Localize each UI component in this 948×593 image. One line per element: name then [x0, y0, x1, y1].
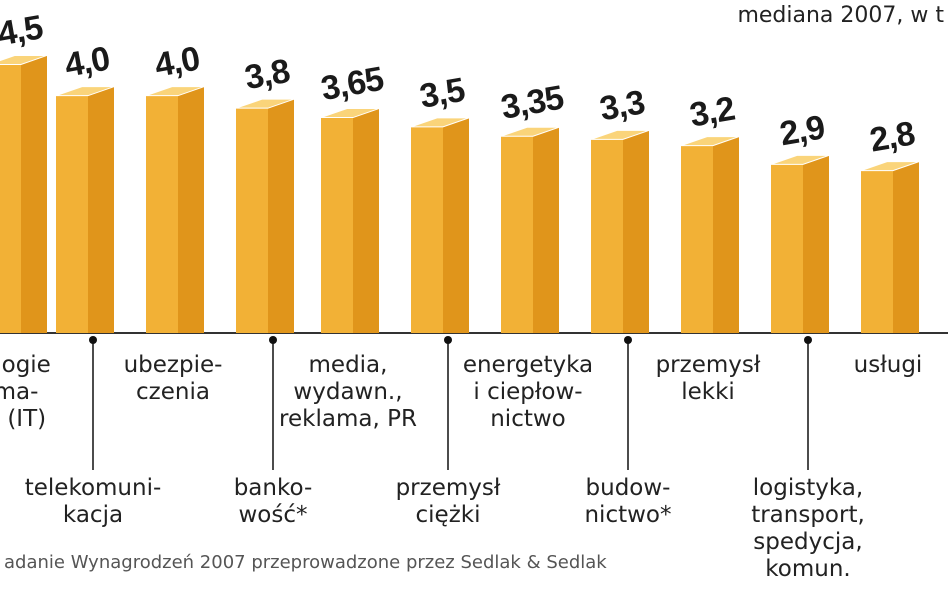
source-note: adanie Wynagrodzeń 2007 przeprowadzone p… — [4, 552, 607, 573]
category-label: przemysł lekki — [656, 352, 761, 405]
category-line: e (IT) — [0, 406, 46, 432]
category-line: wydawn., — [293, 379, 402, 405]
category-line: logistyka, — [753, 475, 863, 501]
bar-front — [861, 170, 893, 333]
category-line: spedycja, — [753, 529, 862, 555]
category-line: banko- — [234, 475, 313, 501]
category-line: usługi — [854, 352, 923, 378]
category-label: usługi — [854, 352, 923, 378]
value-label: 3,5 — [417, 71, 467, 116]
bar-top — [500, 126, 560, 137]
value-label: 4,5 — [0, 8, 45, 53]
bar — [590, 129, 650, 333]
bar-side — [353, 108, 379, 333]
value-label: 3,2 — [687, 90, 737, 135]
bar-top — [860, 161, 920, 172]
bar-front — [411, 126, 443, 333]
value-label: 2,8 — [867, 115, 917, 160]
bar-side — [623, 130, 649, 333]
bar — [55, 86, 115, 333]
category-label: ologiema-e (IT) — [0, 352, 51, 432]
category-line: czenia — [136, 379, 210, 405]
category-line: budow- — [586, 475, 671, 501]
category-line: energetyka — [463, 352, 593, 378]
bar — [235, 98, 295, 333]
category-line: ma- — [0, 379, 38, 405]
bar — [680, 136, 740, 333]
bar-side — [178, 86, 204, 333]
bar — [410, 117, 470, 333]
value-label: 4,0 — [152, 40, 202, 85]
bar-side — [88, 86, 114, 333]
bar — [145, 86, 205, 333]
category-line: transport, — [751, 502, 865, 528]
category-line: przemysł — [396, 475, 501, 501]
bar-front — [321, 117, 353, 333]
bar-side — [713, 136, 739, 333]
category-label: energetyka i ciepłow-nictwo — [463, 352, 593, 432]
category-line: reklama, PR — [279, 406, 417, 432]
category-line: i ciepłow- — [473, 379, 582, 405]
bar — [0, 54, 48, 334]
category-line: nictwo — [490, 406, 566, 432]
bar — [770, 154, 830, 333]
value-label: 4,0 — [62, 40, 112, 85]
value-label: 3,35 — [498, 79, 566, 127]
category-line: lekki — [681, 379, 735, 405]
value-label: 2,9 — [777, 108, 827, 153]
bar-top — [55, 86, 115, 97]
bar-front — [0, 64, 21, 334]
value-label: 3,65 — [318, 60, 386, 108]
bar-top — [410, 117, 470, 128]
bar-front — [591, 139, 623, 333]
bar-side — [893, 161, 919, 333]
bar-front — [56, 95, 88, 333]
category-line: ubezpie- — [124, 352, 223, 378]
bar-front — [681, 145, 713, 333]
bar-front — [771, 164, 803, 333]
bar-side — [533, 127, 559, 333]
bar-side — [803, 155, 829, 333]
bar-front — [501, 136, 533, 333]
category-line: nictwo* — [584, 502, 671, 528]
category-label: ubezpie-czenia — [124, 352, 223, 405]
category-line: telekomuni- — [25, 475, 162, 501]
bar — [320, 108, 380, 333]
category-line: komun. — [765, 556, 850, 582]
bar-top — [590, 129, 650, 140]
value-label: 3,3 — [597, 83, 647, 128]
category-line: wość* — [238, 502, 307, 528]
category-line: media, — [309, 352, 388, 378]
bar-side — [268, 99, 294, 333]
value-label: 3,8 — [242, 52, 292, 97]
bar-top — [320, 108, 380, 119]
bar — [860, 161, 920, 333]
category-label: media, wydawn., reklama, PR — [279, 352, 417, 432]
bar-top — [0, 54, 48, 65]
category-label: budow-nictwo* — [584, 475, 671, 528]
bar-top — [235, 98, 295, 109]
category-line: ciężki — [416, 502, 481, 528]
bar-top — [145, 86, 205, 97]
bar-front — [236, 108, 268, 333]
category-line: kacja — [63, 502, 123, 528]
bar-top — [680, 136, 740, 147]
bar-side — [443, 117, 469, 333]
category-line: ologie — [0, 352, 51, 378]
bar-front — [146, 95, 178, 333]
bar — [500, 126, 560, 333]
bar-top — [770, 154, 830, 165]
category-label: banko-wość* — [234, 475, 313, 528]
chart-title: mediana 2007, w t — [737, 3, 944, 28]
bar-side — [21, 55, 47, 334]
category-label: przemysł ciężki — [396, 475, 501, 528]
category-label: logistyka, transport, spedycja, komun. — [751, 475, 865, 582]
category-line: przemysł — [656, 352, 761, 378]
category-label: telekomuni-kacja — [25, 475, 162, 528]
